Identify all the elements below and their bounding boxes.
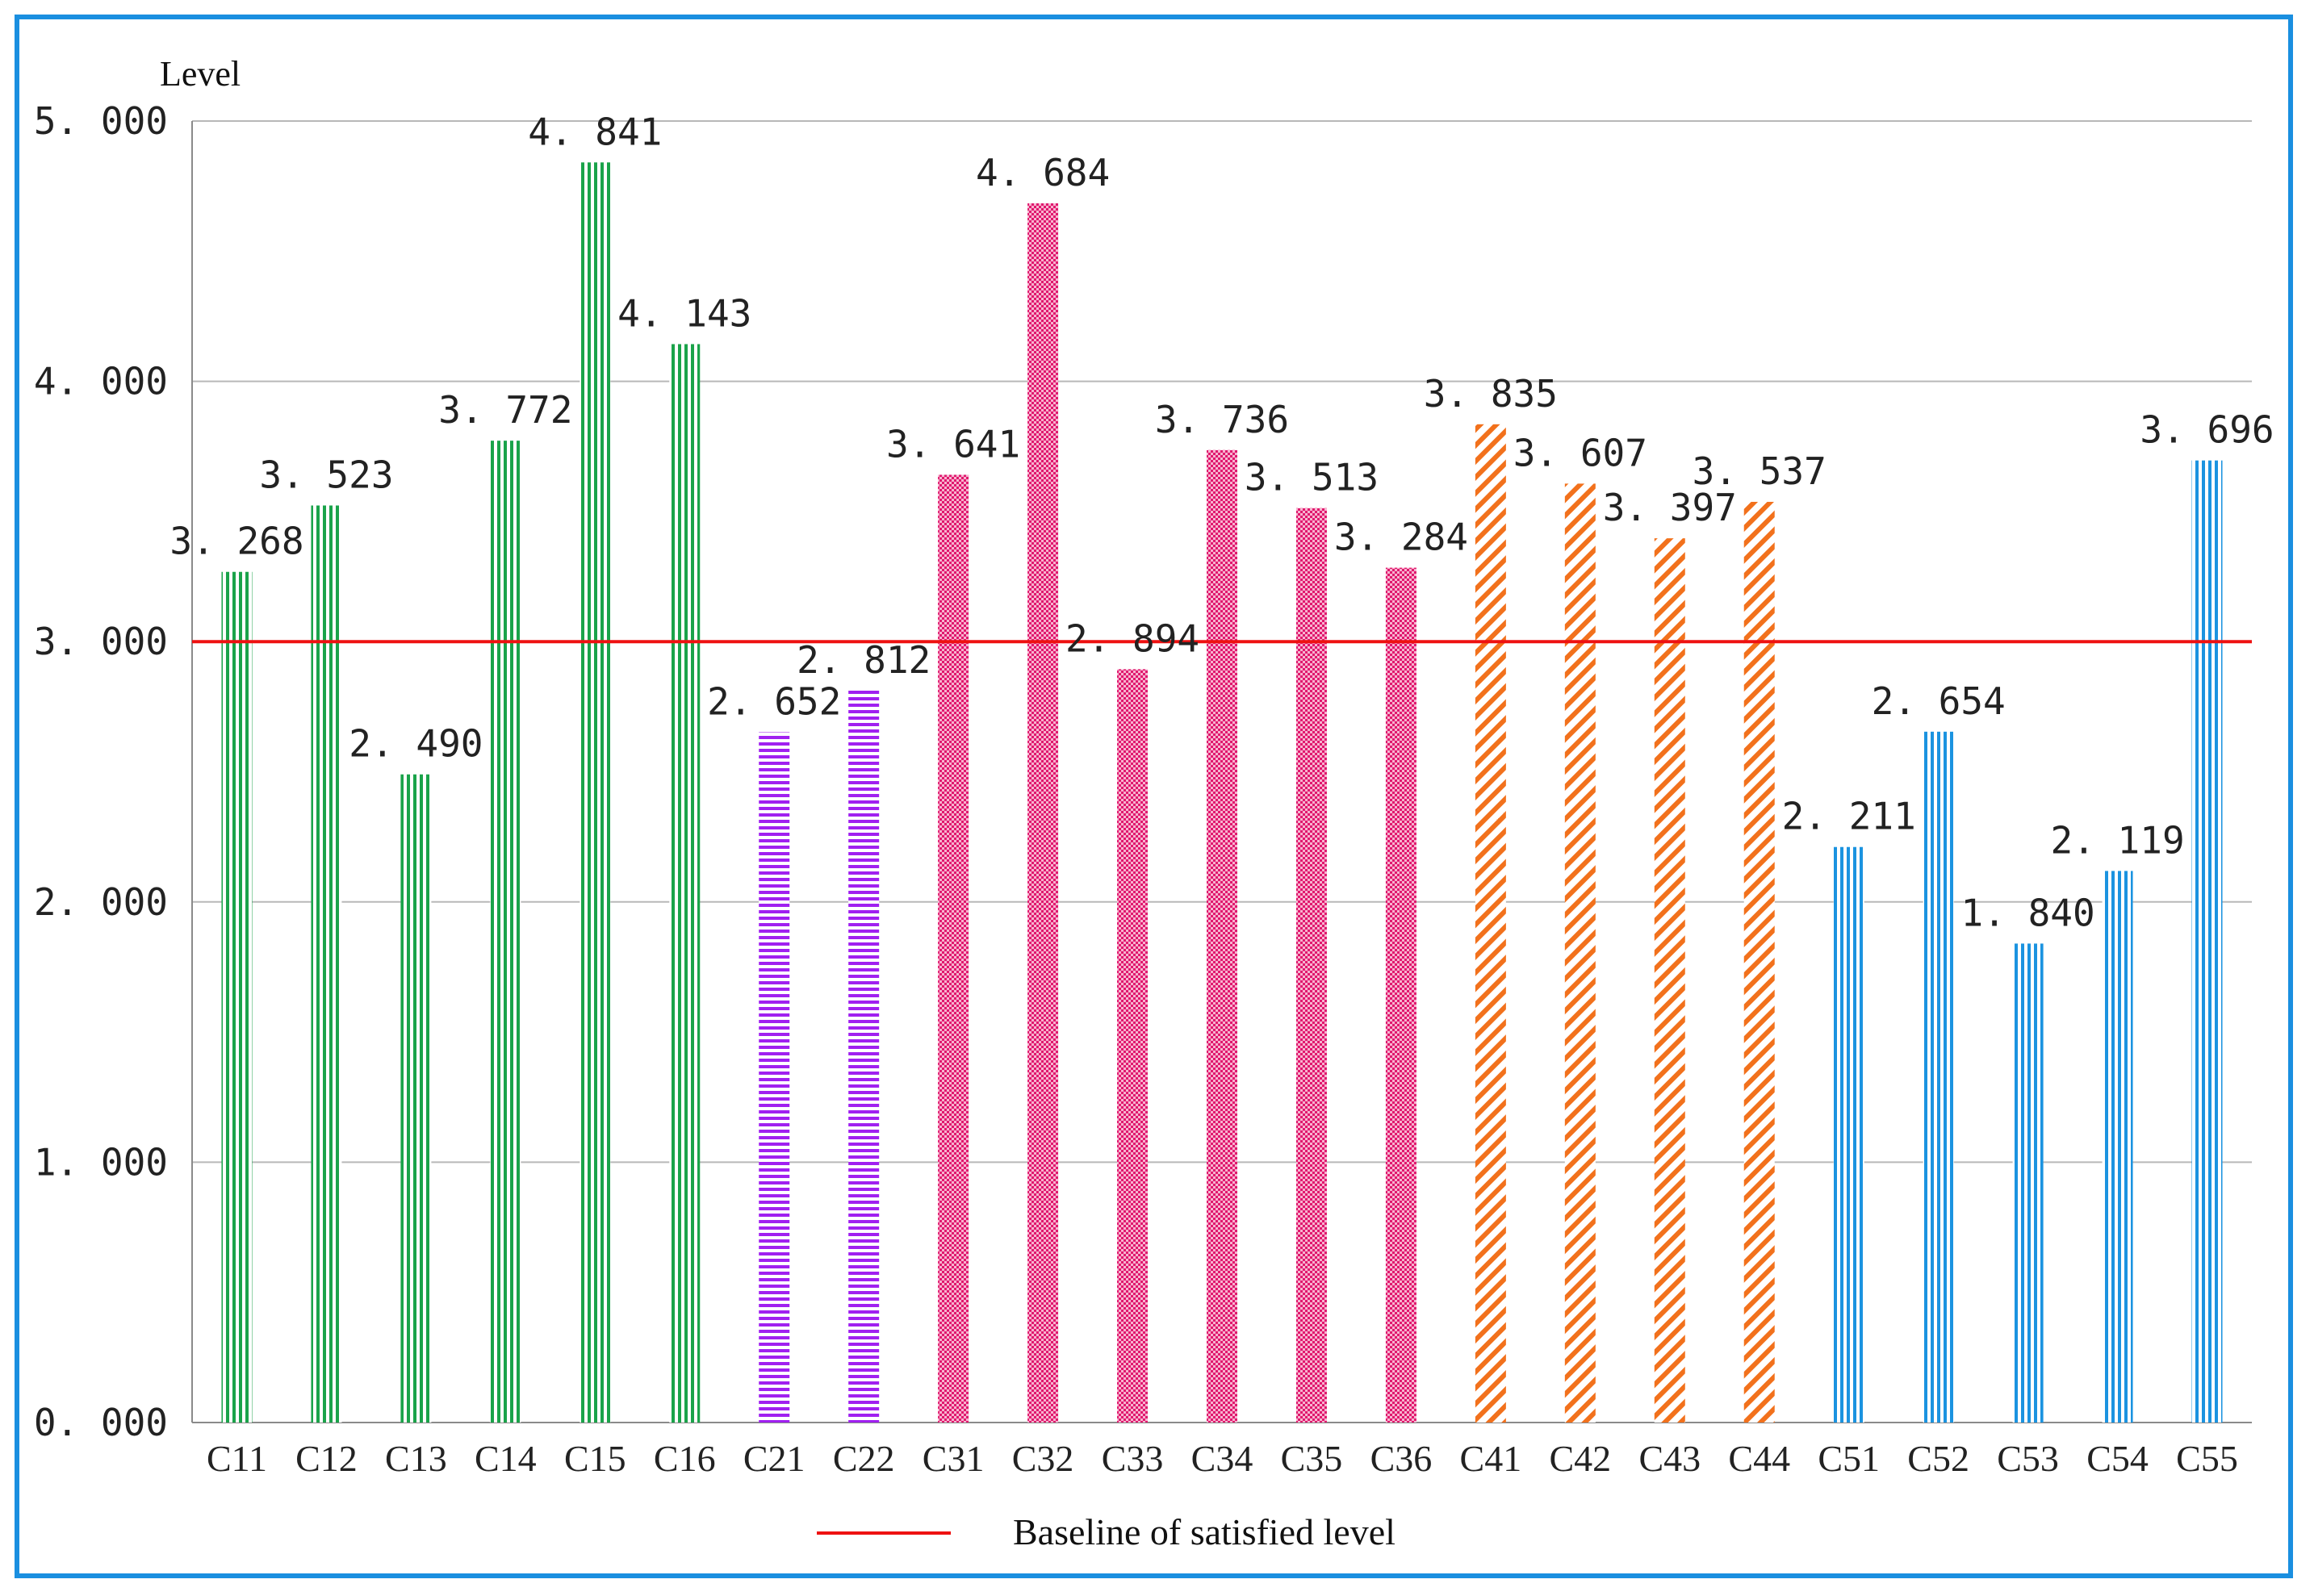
- y-tick-label: 1. 000: [34, 1140, 168, 1184]
- bar-c31: [938, 474, 969, 1423]
- bar-c21: [759, 732, 790, 1423]
- value-label-c16: 4. 143: [617, 291, 751, 335]
- category-label-c44: C44: [1728, 1438, 1790, 1479]
- value-label-c21: 2. 652: [707, 679, 841, 723]
- y-tick-label: 0. 000: [34, 1401, 168, 1444]
- value-label-c31: 3. 641: [886, 422, 1020, 466]
- bar-c16: [669, 344, 701, 1423]
- bar-c51: [1833, 846, 1864, 1423]
- value-label-c54: 2. 119: [2050, 818, 2184, 862]
- bar-c42: [1564, 483, 1596, 1423]
- value-label-c35: 3. 513: [1245, 456, 1379, 499]
- bar-c32: [1027, 203, 1059, 1423]
- chart-frame: [15, 15, 2293, 1578]
- category-label-c36: C36: [1370, 1438, 1433, 1479]
- category-label-c55: C55: [2176, 1438, 2238, 1479]
- bar-c11: [221, 571, 253, 1423]
- category-label-c52: C52: [1907, 1438, 1969, 1479]
- bar-c33: [1117, 669, 1149, 1423]
- category-label-c12: C12: [295, 1438, 358, 1479]
- value-label-c22: 2. 812: [797, 638, 931, 682]
- bar-c12: [311, 505, 342, 1423]
- y-axis-label: Level: [160, 54, 241, 94]
- category-label-c41: C41: [1460, 1438, 1522, 1479]
- value-label-c13: 2. 490: [349, 722, 483, 766]
- bar-c14: [490, 441, 521, 1423]
- bar-c22: [848, 690, 880, 1423]
- bar-c41: [1475, 424, 1506, 1423]
- value-label-c12: 3. 523: [259, 453, 393, 496]
- value-label-c52: 2. 654: [1872, 679, 2006, 723]
- category-label-c53: C53: [1997, 1438, 2059, 1479]
- category-label-c51: C51: [1818, 1438, 1880, 1479]
- category-label-c14: C14: [475, 1438, 537, 1479]
- category-label-c21: C21: [743, 1438, 806, 1479]
- category-label-c42: C42: [1549, 1438, 1611, 1479]
- bar-c44: [1743, 501, 1775, 1423]
- bar-c43: [1654, 538, 1685, 1423]
- value-label-c55: 3. 696: [2140, 408, 2274, 452]
- value-label-c36: 3. 284: [1334, 516, 1468, 559]
- bar-c55: [2191, 460, 2223, 1423]
- value-label-c34: 3. 736: [1155, 398, 1289, 441]
- value-label-c42: 3. 607: [1513, 431, 1647, 474]
- category-label-c22: C22: [833, 1438, 895, 1479]
- value-labels: 3. 268 3. 523 2. 490 3. 772 4. 841 4. 143 2. 6…: [169, 110, 2274, 934]
- value-label-c11: 3. 268: [169, 520, 303, 563]
- category-label-c35: C35: [1281, 1438, 1343, 1479]
- y-tick-label: 5. 000: [34, 99, 168, 143]
- category-label-c34: C34: [1191, 1438, 1253, 1479]
- value-label-c51: 2. 211: [1782, 795, 1916, 838]
- category-label-c13: C13: [385, 1438, 447, 1479]
- category-label-c43: C43: [1638, 1438, 1701, 1479]
- category-label-c15: C15: [564, 1438, 626, 1479]
- bars: [221, 162, 2223, 1423]
- value-label-c44: 3. 537: [1693, 449, 1827, 493]
- category-label-c11: C11: [207, 1438, 267, 1479]
- bar-c34: [1207, 449, 1237, 1423]
- value-label-c33: 2. 894: [1065, 616, 1199, 660]
- value-label-c14: 3. 772: [438, 388, 572, 432]
- bar-c35: [1295, 508, 1327, 1423]
- category-label-c32: C32: [1012, 1438, 1074, 1479]
- category-label-c31: C31: [923, 1438, 985, 1479]
- bar-c15: [580, 162, 611, 1423]
- category-label-c16: C16: [654, 1438, 716, 1479]
- bar-c53: [2012, 943, 2044, 1423]
- y-tick-label: 2. 000: [34, 880, 168, 924]
- value-label-c43: 3. 397: [1603, 486, 1737, 529]
- category-label-c33: C33: [1102, 1438, 1164, 1479]
- bar-c54: [2102, 871, 2133, 1423]
- value-label-c15: 4. 841: [528, 110, 662, 153]
- legend-baseline-label: Baseline of satisfied level: [1013, 1511, 1396, 1552]
- bar-c36: [1385, 567, 1416, 1423]
- bar-c52: [1923, 731, 1954, 1423]
- y-tick-label: 3. 000: [34, 620, 168, 663]
- category-labels: C11 C12 C13 C14 C15 C16 C21 C22 C31 C32 C33 C34 C35 C…: [207, 1438, 2238, 1479]
- y-tick-label: 4. 000: [34, 360, 168, 403]
- value-label-c41: 3. 835: [1424, 372, 1558, 416]
- y-tick-labels: 0. 000 1. 000 2. 000 3. 000 4. 000 5. 000: [34, 99, 168, 1444]
- category-label-c54: C54: [2086, 1438, 2149, 1479]
- bar-c13: [400, 774, 432, 1423]
- value-label-c53: 1. 840: [1961, 891, 2095, 934]
- value-label-c32: 4. 684: [976, 151, 1110, 194]
- legend: Baseline of satisfied level: [817, 1511, 1396, 1552]
